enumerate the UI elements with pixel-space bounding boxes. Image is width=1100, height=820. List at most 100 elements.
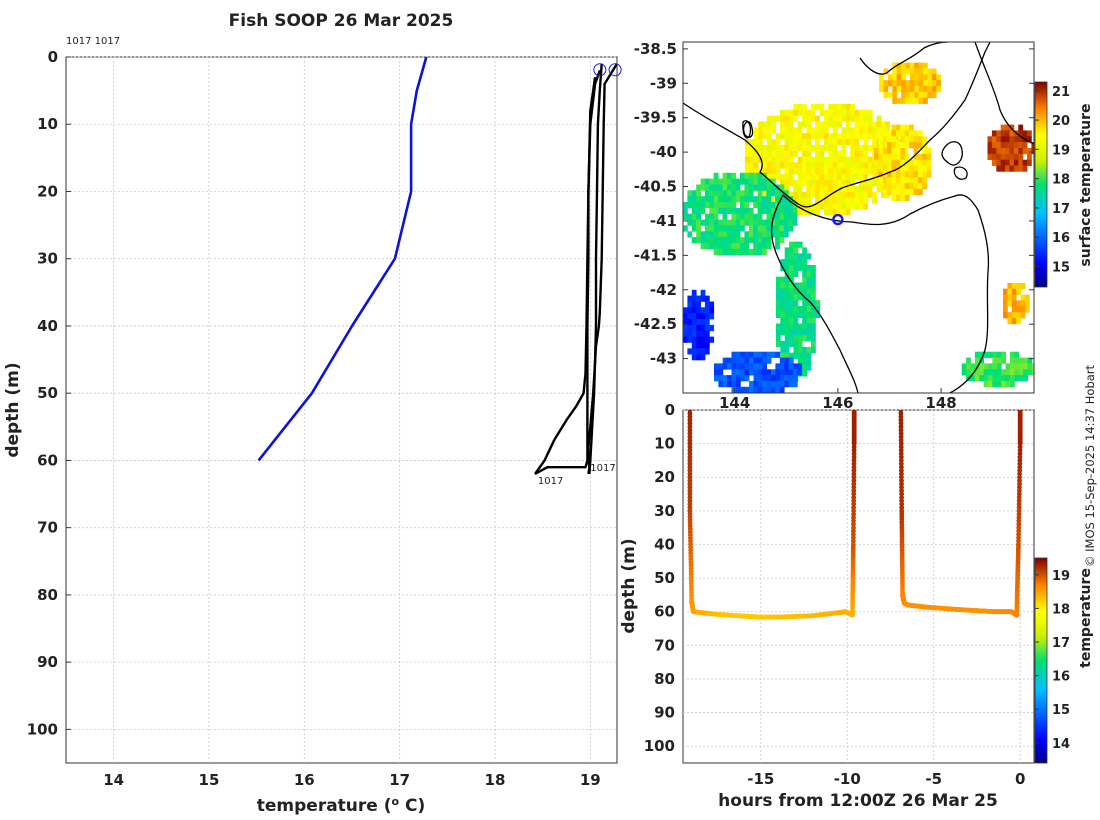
sst-cell [784, 329, 790, 336]
sst-colorbar-tick-label: 19 [1052, 143, 1070, 158]
sst-cell [700, 196, 706, 203]
sst-cell [775, 335, 781, 342]
sst-cell [896, 68, 902, 75]
sst-cell [771, 144, 777, 152]
sst-cell [792, 381, 798, 388]
sst-cell [917, 171, 923, 178]
sst-cell [802, 247, 807, 254]
sst-cell [996, 159, 1002, 166]
sst-cell [749, 156, 755, 163]
map-lat-label: -39 [650, 74, 677, 92]
cast-id-label: 1017 [538, 476, 563, 487]
sst-cell [731, 219, 737, 226]
section-sample-point [898, 454, 904, 460]
sst-cell [793, 162, 798, 169]
sst-cell [784, 168, 790, 175]
sst-cell [841, 156, 847, 163]
sst-cell [879, 86, 884, 93]
sst-cell [748, 225, 754, 232]
sst-cell [735, 207, 741, 215]
sst-cell [806, 346, 812, 354]
sst-cell [757, 369, 763, 376]
sst-cell [828, 121, 834, 128]
sst-cell [744, 156, 750, 163]
sst-cell [802, 109, 807, 116]
sst-cell [850, 203, 855, 210]
sst-cell [771, 139, 777, 146]
sst-cell [802, 139, 807, 146]
sst-cell [771, 197, 777, 204]
sst-cell [917, 159, 923, 166]
sst-cell [872, 191, 877, 198]
section-sample-point [899, 464, 904, 470]
sst-cell [806, 311, 812, 318]
sst-cell [735, 381, 741, 388]
section-sample-point [851, 478, 857, 483]
section-points [687, 410, 1023, 620]
sst-cell [895, 183, 901, 190]
sst-cell [797, 133, 803, 140]
sst-cell [766, 225, 772, 232]
sst-cell [974, 375, 980, 382]
sst-cell [722, 207, 728, 215]
sst-cell [687, 213, 693, 220]
sst-cell [740, 369, 746, 376]
sst-cell [704, 295, 710, 302]
sst-cell [735, 231, 741, 238]
sst-cell [837, 197, 842, 204]
sst-cell [891, 165, 897, 172]
sst-cell [789, 329, 794, 336]
sst-cell [744, 375, 750, 382]
sst-cell [691, 219, 697, 226]
sst-cell [788, 219, 794, 226]
sst-cell [797, 311, 803, 318]
sst-cell [913, 148, 919, 155]
section-sample-point [899, 488, 904, 494]
sst-cell [788, 363, 794, 370]
sst-cell [1018, 363, 1024, 370]
section-sample-point [1016, 542, 1021, 547]
section-sample-point [1017, 458, 1023, 463]
section-sample-point [687, 488, 693, 494]
sst-cell [1031, 142, 1034, 149]
sst-cell [996, 130, 1002, 137]
sst-cell [887, 130, 892, 137]
sst-cell [859, 203, 864, 210]
sst-cell [883, 91, 889, 99]
section-sample-point [898, 451, 904, 457]
sst-cell [891, 194, 897, 201]
sst-cell [726, 202, 732, 209]
sst-cell [713, 178, 719, 185]
sst-cell [793, 241, 799, 248]
sst-cell [753, 172, 758, 179]
sst-cell [892, 62, 898, 69]
sst-cell [704, 219, 710, 226]
sst-cell [876, 121, 882, 128]
sst-cell [687, 196, 693, 203]
sst-cell [845, 203, 851, 210]
sst-colorbar-label: surface temperature [1078, 103, 1094, 266]
sst-cell [891, 177, 897, 184]
sst-cell [996, 351, 1002, 358]
sst-cell [806, 156, 812, 163]
sst-cell [762, 168, 768, 175]
section-sample-point [687, 434, 693, 440]
sst-cell [691, 307, 697, 314]
sst-cell [900, 130, 906, 137]
sst-cell [771, 115, 777, 122]
sst-cell [819, 103, 825, 111]
sst-cell [841, 103, 847, 111]
sst-cell [696, 213, 701, 220]
sst-cell [779, 237, 785, 244]
sst-cell [996, 153, 1002, 160]
sst-cell [905, 97, 911, 104]
sst-cell [797, 168, 803, 175]
sst-cell [727, 363, 732, 370]
sst-cell [779, 184, 785, 191]
sst-cell [687, 231, 693, 238]
sst-cell [783, 190, 789, 197]
sst-cell [810, 115, 816, 122]
sst-cell [878, 148, 884, 155]
